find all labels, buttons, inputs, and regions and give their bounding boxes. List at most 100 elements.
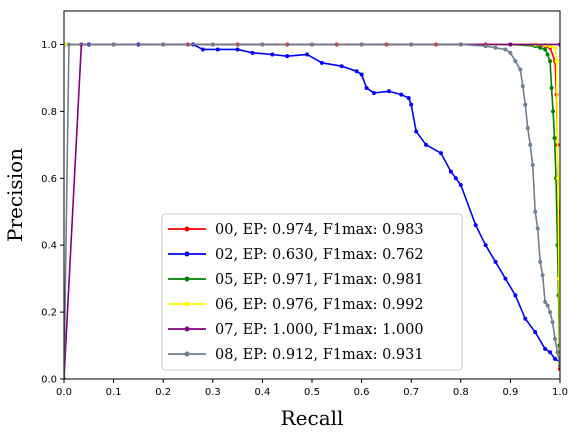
series-1-point	[399, 92, 404, 97]
legend-label: 06, EP: 0.976, F1max: 0.992	[215, 297, 424, 313]
series-1-point	[250, 50, 255, 55]
series-1-point	[523, 316, 528, 321]
series-layer	[64, 42, 560, 379]
series-2-point	[548, 59, 553, 64]
series-5-point	[508, 50, 513, 55]
series-5	[64, 42, 560, 379]
series-1-point	[359, 72, 364, 77]
legend-label: 08, EP: 0.912, F1max: 0.931	[215, 347, 424, 363]
series-5-point	[538, 259, 543, 264]
y-tick-label: 0.0	[41, 375, 57, 386]
series-2-point	[543, 47, 548, 52]
legend-label: 02, EP: 0.630, F1max: 0.762	[215, 247, 424, 263]
series-5-point	[543, 300, 548, 305]
series-1-point	[473, 223, 478, 228]
legend-label: 07, EP: 1.000, F1max: 1.000	[215, 322, 424, 338]
series-2-point	[549, 85, 554, 90]
series-5-point	[540, 273, 545, 278]
series-5-point	[513, 59, 518, 64]
series-1-point	[483, 243, 488, 248]
legend-label: 05, EP: 0.971, F1max: 0.981	[215, 272, 424, 288]
series-5-point	[518, 67, 523, 72]
series-5-point	[545, 303, 550, 308]
series-1-point	[409, 102, 414, 107]
series-1-point	[305, 52, 310, 57]
series-1-point	[513, 293, 518, 298]
x-tick-label: 0.6	[354, 387, 370, 398]
series-1-point	[493, 259, 498, 264]
series-1-point	[438, 151, 443, 156]
series-1-point	[200, 47, 205, 52]
series-5-point	[525, 126, 530, 131]
series-1-point	[533, 330, 538, 335]
series-1-point	[319, 60, 324, 65]
series-5-point	[260, 42, 265, 47]
series-1-point	[364, 85, 369, 90]
legend-item-3: 06, EP: 0.976, F1max: 0.992	[168, 297, 424, 313]
series-5-point	[553, 336, 558, 341]
series-3-point	[553, 45, 558, 50]
legend-swatch-marker	[184, 251, 190, 257]
x-tick-label: 1.0	[552, 387, 568, 398]
legend-swatch-marker	[184, 326, 190, 332]
series-1-point	[448, 169, 453, 174]
legend-label: 00, EP: 0.974, F1max: 0.983	[215, 222, 424, 238]
x-tick-label: 0.7	[403, 387, 419, 398]
series-1-point	[553, 356, 558, 361]
x-tick-label: 0.4	[254, 387, 270, 398]
y-tick-label: 0.8	[41, 107, 57, 118]
series-1-point	[543, 346, 548, 351]
series-5-point	[523, 102, 528, 107]
series-5-point	[210, 42, 215, 47]
series-1-point	[386, 89, 391, 94]
legend-swatch-marker	[184, 226, 190, 232]
legend-item-1: 02, EP: 0.630, F1max: 0.762	[168, 247, 424, 263]
series-5-point	[528, 142, 533, 147]
legend-item-0: 00, EP: 0.974, F1max: 0.983	[168, 222, 424, 238]
series-5-point	[359, 42, 364, 47]
series-1-point	[270, 52, 275, 57]
x-tick-label: 0.0	[56, 387, 72, 398]
series-5-point	[555, 350, 560, 355]
series-4-point	[508, 42, 513, 47]
axis-layer: 0.0 0.1 0.2 0.3 0.4 0.5 0.6 0.7 0.8 0.9 1.0 0.0 0.2 0…	[41, 40, 568, 398]
x-tick-label: 0.9	[502, 387, 518, 398]
legend: 00, EP: 0.974, F1max: 0.983 02, EP: 0.630…	[161, 213, 463, 371]
series-2-point	[551, 109, 556, 114]
y-tick-label: 1.0	[41, 40, 57, 51]
legend-swatch-marker	[184, 351, 190, 357]
series-3-point	[557, 276, 560, 281]
series-line-1	[64, 43, 560, 363]
x-tick-label: 0.8	[453, 387, 469, 398]
legend-item-2: 05, EP: 0.971, F1max: 0.981	[168, 272, 424, 288]
series-5-point	[503, 47, 508, 52]
series-1-point	[414, 129, 419, 134]
y-tick-label: 0.2	[41, 308, 57, 319]
series-5-point	[533, 209, 538, 214]
series-1-point	[339, 64, 344, 69]
series-5-point	[111, 42, 116, 47]
series-5-point	[483, 44, 488, 49]
legend-item-5: 08, EP: 0.912, F1max: 0.931	[168, 347, 424, 363]
y-tick-label: 0.4	[41, 241, 57, 252]
series-1-point	[424, 142, 429, 147]
series-1-point	[285, 54, 290, 59]
series-5-point	[409, 42, 414, 47]
series-5-point	[550, 320, 555, 325]
series-5-point	[161, 42, 166, 47]
series-2-point	[545, 52, 550, 57]
series-1-point	[215, 47, 220, 52]
series-3-point	[556, 176, 560, 181]
series-5-point	[548, 310, 553, 315]
series-5-point	[535, 226, 540, 231]
series-5-point	[530, 162, 535, 167]
series-2-point	[538, 45, 543, 50]
x-tick-label: 0.5	[304, 387, 320, 398]
legend-swatch-marker	[184, 301, 190, 307]
series-5-point	[66, 42, 71, 47]
series-5-point	[493, 45, 498, 50]
y-axis-label: Precision	[3, 148, 27, 242]
series-1-point	[503, 276, 508, 281]
series-1-point	[458, 182, 463, 187]
